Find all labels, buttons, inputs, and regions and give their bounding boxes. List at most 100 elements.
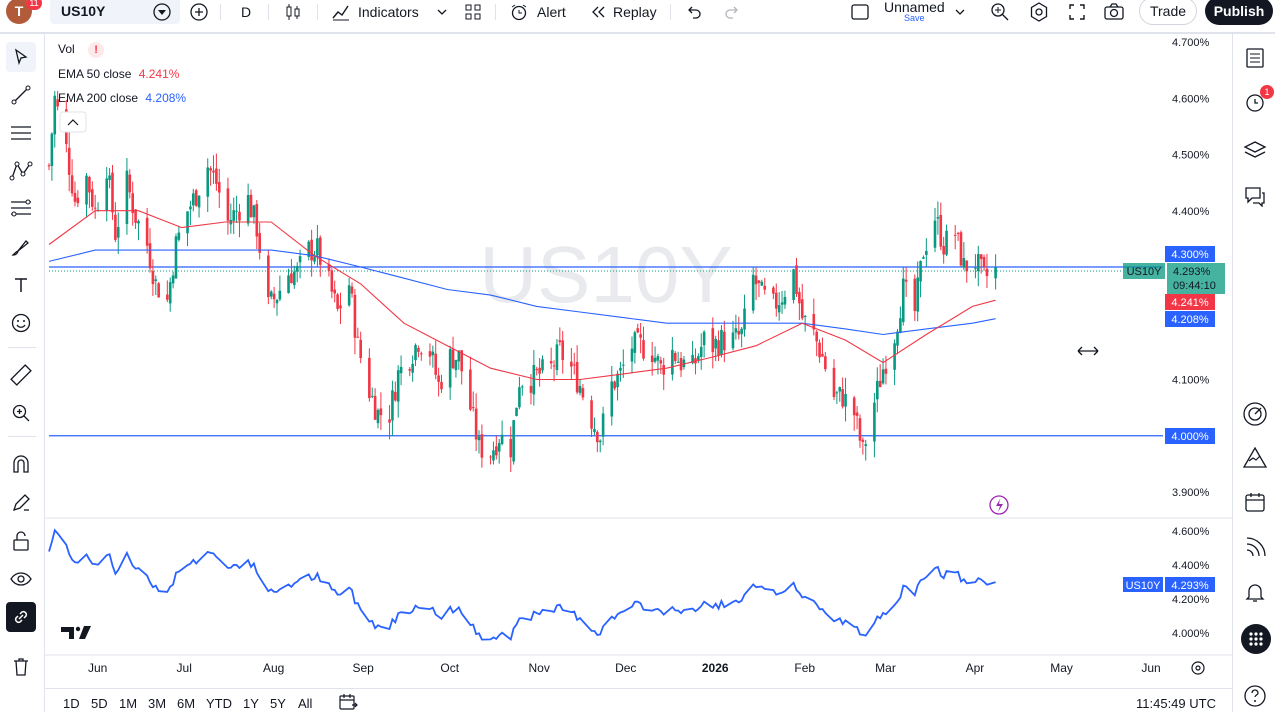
- zoom-in-icon[interactable]: [6, 398, 36, 428]
- range-5y[interactable]: 5Y: [270, 696, 286, 711]
- compare-icon[interactable]: [152, 0, 172, 24]
- calendar-icon[interactable]: [1241, 488, 1269, 516]
- range-1y[interactable]: 1Y: [243, 696, 259, 711]
- candle-body: [379, 408, 383, 416]
- time-axis[interactable]: Jun Jul Aug Sep Oct Nov Dec 2026 Feb Mar Apr May Jun: [88, 661, 1161, 675]
- candle-body: [460, 350, 463, 372]
- layout-save-label[interactable]: Save: [904, 13, 925, 23]
- trend-line-icon[interactable]: [6, 80, 36, 110]
- eye-icon[interactable]: [6, 564, 36, 594]
- price-axis-upper[interactable]: 4.700% 4.600% 4.500% 4.400% 4.100% 3.900%: [1172, 37, 1210, 499]
- candle-body: [653, 357, 657, 362]
- symbol-search[interactable]: US10Y: [50, 0, 180, 24]
- candle-body: [549, 361, 553, 364]
- target-icon[interactable]: [1241, 400, 1269, 428]
- redo-icon[interactable]: [723, 0, 741, 24]
- candle-body: [855, 412, 859, 416]
- price-chart[interactable]: US10Y 4.700% 4.600% 4.500% 4.400% 4.100% 3.90…: [45, 34, 1232, 688]
- settings-gear-icon[interactable]: [1028, 0, 1050, 24]
- horizontal-lines-icon[interactable]: [6, 118, 36, 148]
- range-all[interactable]: All: [298, 696, 313, 711]
- ruler-icon[interactable]: [6, 360, 36, 390]
- stay-drawing-icon[interactable]: [6, 488, 36, 518]
- layout-name[interactable]: Unnamed: [884, 0, 945, 15]
- trade-button[interactable]: Trade: [1139, 0, 1197, 25]
- candle-body: [538, 367, 541, 374]
- alert-button[interactable]: Alert: [509, 0, 566, 24]
- pattern-tool-icon[interactable]: [6, 156, 36, 186]
- publish-button[interactable]: Publish: [1205, 0, 1273, 25]
- indicators-dropdown-icon[interactable]: [436, 0, 448, 24]
- candle-body: [613, 381, 616, 389]
- candle-body: [711, 328, 715, 353]
- apps-menu-icon[interactable]: [1241, 624, 1271, 654]
- range-3m[interactable]: 3M: [148, 696, 167, 711]
- magnet-icon[interactable]: [6, 450, 36, 480]
- candle-body: [93, 207, 97, 209]
- camera-icon[interactable]: [1103, 0, 1125, 24]
- news-feed-icon[interactable]: [1241, 534, 1269, 562]
- text-tool-icon[interactable]: [6, 270, 36, 300]
- ema200-legend-value: 4.208%: [145, 91, 187, 105]
- ema50-legend[interactable]: EMA 50 close 4.241%: [58, 67, 179, 81]
- layouts-grid-icon[interactable]: [463, 0, 483, 24]
- candle-body: [852, 397, 856, 416]
- range-ytd[interactable]: YTD: [206, 696, 232, 711]
- candle-body: [598, 440, 602, 443]
- ema200-legend[interactable]: EMA 200 close 4.208%: [58, 91, 186, 105]
- alerts-clock-icon[interactable]: [1241, 88, 1269, 116]
- time-tick-label: Feb: [794, 661, 815, 675]
- indicators-button[interactable]: Indicators: [331, 0, 419, 24]
- candle-body: [800, 299, 804, 319]
- collapse-legend-icon[interactable]: [59, 111, 87, 133]
- last-price-box: [1167, 263, 1225, 294]
- chat-icon[interactable]: [1241, 182, 1269, 210]
- candle-body: [875, 380, 879, 400]
- link-icon[interactable]: [6, 602, 36, 632]
- candle-body: [454, 359, 458, 370]
- help-icon[interactable]: [1241, 682, 1269, 710]
- quick-search-icon[interactable]: [989, 0, 1011, 24]
- fullscreen-icon[interactable]: [1067, 0, 1087, 24]
- price-axis-lower[interactable]: 4.600% 4.400% 4.200% 4.000%: [1172, 526, 1210, 640]
- layout-dropdown-icon[interactable]: [954, 0, 966, 24]
- pane2-tick-label: 4.400%: [1172, 560, 1210, 572]
- candle-body: [350, 286, 354, 294]
- lightning-event-icon[interactable]: [989, 495, 1009, 515]
- emoji-icon[interactable]: [6, 308, 36, 338]
- watchlist-icon[interactable]: [1241, 44, 1269, 72]
- range-5d[interactable]: 5D: [91, 696, 108, 711]
- object-tree-layers-icon[interactable]: [1241, 136, 1269, 164]
- undo-icon[interactable]: [685, 0, 703, 24]
- volume-legend[interactable]: Vol !: [58, 42, 105, 58]
- range-6m[interactable]: 6M: [177, 696, 196, 711]
- candle-body: [878, 380, 882, 388]
- candle-body: [803, 315, 807, 317]
- candle-body: [448, 349, 452, 388]
- add-symbol-icon[interactable]: [189, 0, 209, 24]
- time-axis-settings-icon[interactable]: [1191, 661, 1205, 675]
- replay-button[interactable]: Replay: [589, 0, 657, 24]
- utc-clock[interactable]: 11:45:49 UTC: [1136, 696, 1216, 711]
- interval-button[interactable]: D: [241, 4, 252, 20]
- date-range-calendar-icon[interactable]: [338, 693, 358, 714]
- candle-body: [114, 214, 117, 240]
- fib-retracement-icon[interactable]: [6, 194, 36, 224]
- divider: [317, 4, 318, 20]
- notifications-bell-icon[interactable]: [1241, 578, 1269, 606]
- volume-warning-icon[interactable]: !: [88, 42, 105, 58]
- layout-checkbox-icon[interactable]: [850, 0, 870, 24]
- volume-label: Vol: [58, 42, 75, 56]
- ema200-line: [48, 249, 996, 336]
- cursor-icon[interactable]: [6, 42, 36, 72]
- brush-icon[interactable]: [6, 232, 36, 262]
- candles-icon[interactable]: [284, 0, 302, 24]
- lock-icon[interactable]: [6, 526, 36, 556]
- range-1d[interactable]: 1D: [63, 696, 80, 711]
- range-1m[interactable]: 1M: [119, 696, 138, 711]
- candle-body: [751, 274, 755, 311]
- ideas-icon[interactable]: [1241, 444, 1269, 472]
- candle-body: [134, 209, 137, 223]
- trash-icon[interactable]: [6, 652, 36, 682]
- candle-body: [864, 444, 868, 446]
